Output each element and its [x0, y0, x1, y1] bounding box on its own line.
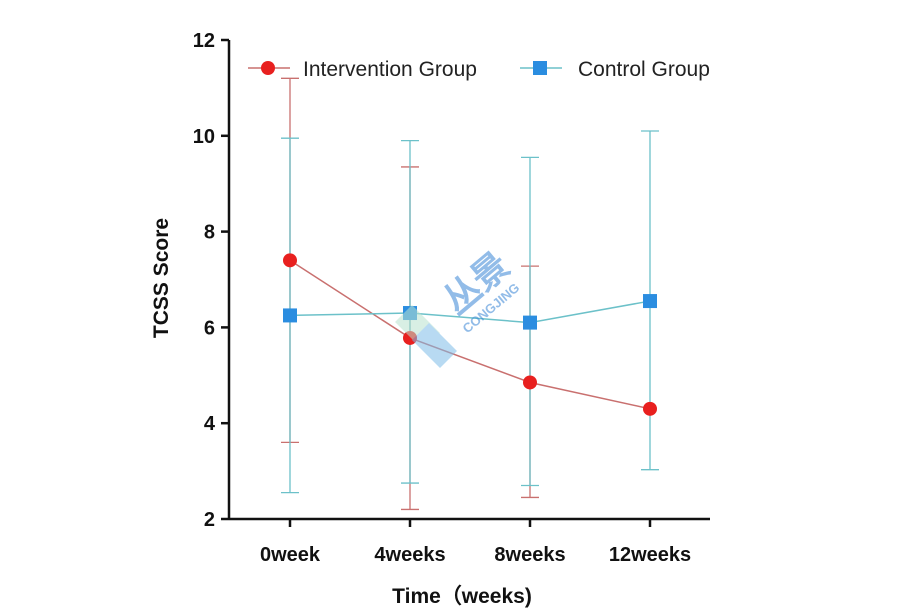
x-axis-title: Time（weeks)	[392, 584, 532, 608]
y-tick-label: 10	[193, 126, 215, 148]
axes: 2 4 6 8 10 12 0week 4weeks 8weeks 12weeks	[193, 30, 710, 566]
legend-label-intervention: Intervention Group	[303, 58, 477, 81]
legend: Intervention Group Control Group	[248, 58, 710, 81]
y-tick-label: 2	[204, 509, 215, 531]
watermark-shape-b	[412, 323, 457, 368]
y-tick-label: 4	[204, 413, 216, 435]
data-point-control	[523, 315, 537, 330]
series-line-intervention	[289, 259, 651, 410]
legend-marker-control	[533, 61, 547, 75]
y-axis-title: TCSS Score	[150, 218, 173, 338]
series-lines	[289, 259, 651, 410]
legend-label-control: Control Group	[578, 58, 710, 81]
x-tick-label: 8weeks	[494, 544, 565, 566]
x-tick-label: 12weeks	[609, 544, 691, 566]
watermark-logo: 丛景 CONGJING	[395, 244, 522, 368]
y-tick-label: 6	[204, 317, 215, 339]
y-tick-label: 12	[193, 30, 215, 52]
data-point-intervention	[283, 253, 297, 268]
data-point-intervention	[523, 375, 537, 390]
x-tick-label: 0week	[260, 544, 321, 566]
data-point-intervention	[643, 401, 657, 416]
data-point-control	[643, 294, 657, 309]
series-layer	[281, 77, 659, 511]
legend-marker-intervention	[261, 61, 275, 75]
x-tick-label: 4weeks	[374, 544, 445, 566]
series-line-control	[289, 300, 651, 324]
y-tick-label: 8	[204, 222, 215, 244]
data-point-control	[283, 308, 297, 323]
